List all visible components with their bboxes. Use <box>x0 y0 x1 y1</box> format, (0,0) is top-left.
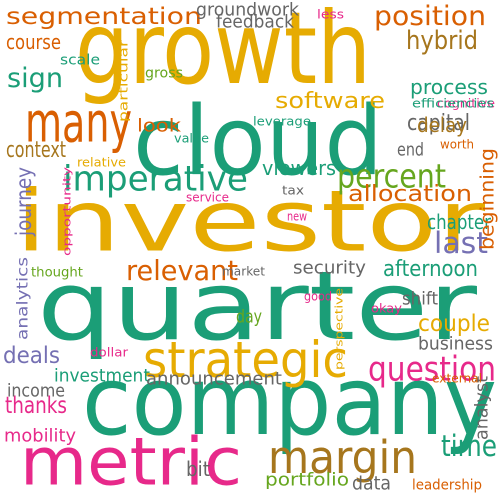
word-position: position <box>374 0 486 33</box>
word-question: question <box>368 348 496 389</box>
word-capital: capital <box>407 109 470 136</box>
word-income: income <box>7 380 65 402</box>
word-shift: shift <box>402 288 438 310</box>
word-service: service <box>186 189 229 205</box>
word-less: less <box>317 6 344 22</box>
word-process: process <box>410 75 488 100</box>
word-data: data <box>352 472 391 496</box>
word-opportunity: opportunity <box>60 167 74 256</box>
word-business: business <box>418 333 493 355</box>
word-context: context <box>6 136 66 163</box>
word-company: company <box>82 346 497 458</box>
word-viewers: viewers <box>262 156 336 181</box>
word-worth: worth <box>440 136 474 152</box>
word-investment: investment <box>54 365 150 387</box>
word-groundwork: groundwork <box>196 0 299 21</box>
word-many: many <box>25 91 132 155</box>
word-sign: sign <box>7 62 64 95</box>
word-software: software <box>275 87 385 114</box>
word-market: market <box>222 263 265 279</box>
word-efficiencies: efficiencies <box>412 95 494 111</box>
word-segmentation: segmentation <box>6 3 202 31</box>
word-leverage: leverage <box>253 113 311 129</box>
word-mobility: mobility <box>4 425 77 447</box>
word-hybrid: hybrid <box>406 24 478 56</box>
word-cloud: cloud <box>133 86 383 198</box>
word-good: good <box>304 288 332 304</box>
word-deals: deals <box>3 342 60 370</box>
word-scale: scale <box>60 52 100 69</box>
word-thought: thought <box>31 264 83 280</box>
word-particular: particular <box>115 40 131 123</box>
word-course: course <box>6 30 61 55</box>
word-tax: tax <box>282 182 304 198</box>
word-okay: okay <box>371 300 402 316</box>
word-announcement: announcement <box>146 368 282 390</box>
word-feedback: feedback <box>216 11 294 33</box>
word-bit: bit <box>186 457 210 482</box>
word-relative: relative <box>77 154 126 170</box>
word-value: value <box>174 130 209 146</box>
word-dollar: dollar <box>90 344 128 360</box>
word-metric: metric <box>20 423 242 500</box>
word-new: new <box>287 208 307 224</box>
word-quarter: quarter <box>37 251 477 363</box>
word-percent: percent <box>337 157 446 196</box>
word-day: day <box>236 306 262 328</box>
word-leadership: leadership <box>412 477 482 494</box>
word-analytics: analytics <box>14 257 32 340</box>
word-perspective: perspective <box>332 288 346 370</box>
word-external: external <box>432 370 482 386</box>
word-time: time <box>441 429 497 464</box>
word-end: end <box>397 139 424 161</box>
word-thanks: thanks <box>5 392 67 420</box>
word-look: look <box>137 115 181 137</box>
word-portfolio: portfolio <box>265 469 349 491</box>
word-chapter: chapter <box>427 210 491 235</box>
word-investor: investor <box>15 172 485 272</box>
word-gross: gross <box>145 65 183 82</box>
word-afternoon: afternoon <box>383 255 478 282</box>
word-couple: couple <box>418 310 490 338</box>
word-strategic: strategic <box>143 331 348 390</box>
word-last: last <box>434 226 488 261</box>
word-allocation: allocation <box>348 180 472 207</box>
word-cognitive: cognitive <box>437 95 495 111</box>
word-relevant: relevant <box>126 254 238 288</box>
word-delay: delay <box>417 113 467 138</box>
word-growth: growth <box>75 0 371 108</box>
word-beginning: beginning <box>476 148 500 250</box>
word-journey: journey <box>10 167 37 236</box>
word-margin: margin <box>268 431 417 485</box>
word-security: security <box>293 257 366 279</box>
word-imperative: imperative <box>63 157 248 199</box>
